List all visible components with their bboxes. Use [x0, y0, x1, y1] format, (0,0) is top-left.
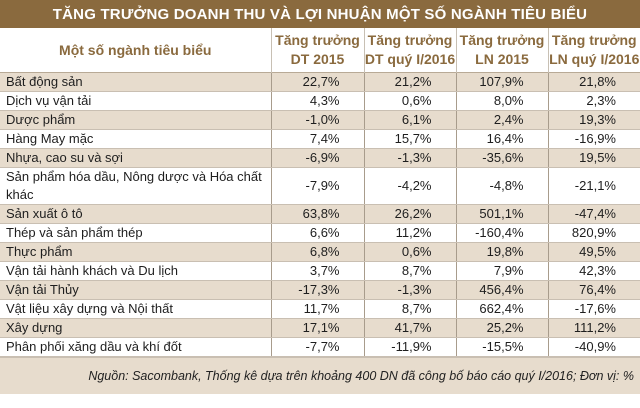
header-ln-2015: Tăng trưởng LN 2015 [455, 28, 548, 73]
header-dt-2015: Tăng trưởng DT 2015 [270, 28, 364, 73]
cell-dt-2015: -17,3% [270, 280, 364, 300]
cell-ln-q1-2016: -21,1% [547, 167, 640, 205]
cell-ln-2015: 25,2% [455, 318, 548, 338]
cell-dt-q1-2016: 21,2% [363, 72, 456, 92]
cell-dt-2015: 22,7% [270, 72, 364, 92]
table-row: Sản xuất ô tô 63,8% 26,2% 501,1% -47,4% [0, 204, 640, 224]
cell-dt-2015: 17,1% [270, 318, 364, 338]
cell-sector: Nhựa, cao su và sợi [0, 148, 271, 168]
cell-dt-2015: 6,8% [270, 242, 364, 262]
table-row: Sản phẩm hóa dầu, Nông dược và Hóa chất … [0, 167, 640, 205]
cell-sector: Sản xuất ô tô [0, 204, 271, 224]
table-row: Vận tải hành khách và Du lịch 3,7% 8,7% 7,9… [0, 261, 640, 281]
cell-sector: Phân phối xăng dầu và khí đốt [0, 337, 271, 357]
cell-dt-2015: -1,0% [270, 110, 364, 130]
cell-ln-q1-2016: 19,3% [547, 110, 640, 130]
cell-sector: Thép và sản phẩm thép [0, 223, 271, 243]
cell-dt-q1-2016: -1,3% [363, 280, 456, 300]
cell-ln-q1-2016: 111,2% [547, 318, 640, 338]
table-row: Dược phẩm -1,0% 6,1% 2,4% 19,3% [0, 110, 640, 130]
cell-ln-q1-2016: 76,4% [547, 280, 640, 300]
growth-table: Một số ngành tiêu biểu Tăng trưởng DT 201… [0, 28, 640, 357]
cell-ln-q1-2016: 820,9% [547, 223, 640, 243]
cell-ln-2015: 7,9% [455, 261, 548, 281]
cell-dt-2015: 7,4% [270, 129, 364, 149]
cell-dt-2015: 11,7% [270, 299, 364, 319]
cell-sector: Bất động sản [0, 72, 271, 92]
cell-sector: Thực phẩm [0, 242, 271, 262]
cell-dt-q1-2016: 0,6% [363, 91, 456, 111]
cell-sector: Sản phẩm hóa dầu, Nông dược và Hóa chất … [0, 167, 271, 205]
table-row: Dịch vụ vận tải 4,3% 0,6% 8,0% 2,3% [0, 91, 640, 111]
cell-ln-2015: -4,8% [455, 167, 548, 205]
cell-dt-q1-2016: 8,7% [363, 261, 456, 281]
cell-ln-q1-2016: -47,4% [547, 204, 640, 224]
cell-dt-q1-2016: 8,7% [363, 299, 456, 319]
cell-sector: Hàng May mặc [0, 129, 271, 149]
table-row: Vận tải Thủy -17,3% -1,3% 456,4% 76,4% [0, 280, 640, 300]
cell-dt-2015: -7,9% [270, 167, 364, 205]
cell-ln-2015: -15,5% [455, 337, 548, 357]
cell-dt-2015: 3,7% [270, 261, 364, 281]
cell-sector: Vật liệu xây dựng và Nội thất [0, 299, 271, 319]
cell-ln-q1-2016: 49,5% [547, 242, 640, 262]
cell-dt-2015: 6,6% [270, 223, 364, 243]
cell-ln-2015: 16,4% [455, 129, 548, 149]
source-note: Nguồn: Sacombank, Thống kê dựa trên khoả… [0, 357, 640, 394]
cell-dt-2015: 4,3% [270, 91, 364, 111]
cell-ln-q1-2016: 21,8% [547, 72, 640, 92]
cell-dt-q1-2016: 41,7% [363, 318, 456, 338]
cell-dt-q1-2016: -11,9% [363, 337, 456, 357]
cell-ln-q1-2016: 19,5% [547, 148, 640, 168]
table-row: Xây dựng 17,1% 41,7% 25,2% 111,2% [0, 318, 640, 338]
cell-sector: Xây dựng [0, 318, 271, 338]
cell-dt-2015: 63,8% [270, 204, 364, 224]
table-row: Thực phẩm 6,8% 0,6% 19,8% 49,5% [0, 242, 640, 262]
cell-ln-q1-2016: -40,9% [547, 337, 640, 357]
cell-dt-q1-2016: 6,1% [363, 110, 456, 130]
header-sector: Một số ngành tiêu biểu [0, 28, 271, 73]
cell-ln-2015: 107,9% [455, 72, 548, 92]
header-dt-q1-2016: Tăng trưởng DT quý I/2016 [363, 28, 456, 73]
cell-sector: Dược phẩm [0, 110, 271, 130]
header-row: Một số ngành tiêu biểu Tăng trưởng DT 201… [0, 28, 640, 73]
cell-ln-2015: 456,4% [455, 280, 548, 300]
cell-ln-q1-2016: 2,3% [547, 91, 640, 111]
cell-dt-q1-2016: -4,2% [363, 167, 456, 205]
table-row: Bất động sản 22,7% 21,2% 107,9% 21,8% [0, 72, 640, 92]
cell-dt-2015: -6,9% [270, 148, 364, 168]
table-row: Phân phối xăng dầu và khí đốt -7,7% -11,9%… [0, 337, 640, 357]
cell-ln-2015: 662,4% [455, 299, 548, 319]
table-row: Hàng May mặc 7,4% 15,7% 16,4% -16,9% [0, 129, 640, 149]
cell-ln-2015: -160,4% [455, 223, 548, 243]
cell-sector: Vận tải hành khách và Du lịch [0, 261, 271, 281]
table-title: TĂNG TRƯỞNG DOANH THU VÀ LỢI NHUẬN MỘT S… [0, 0, 640, 28]
cell-ln-2015: 2,4% [455, 110, 548, 130]
cell-ln-2015: 19,8% [455, 242, 548, 262]
cell-sector: Vận tải Thủy [0, 280, 271, 300]
cell-dt-2015: -7,7% [270, 337, 364, 357]
cell-dt-q1-2016: 0,6% [363, 242, 456, 262]
cell-ln-q1-2016: -17,6% [547, 299, 640, 319]
cell-ln-2015: -35,6% [455, 148, 548, 168]
cell-dt-q1-2016: 11,2% [363, 223, 456, 243]
table-row: Thép và sản phẩm thép 6,6% 11,2% -160,4% 820… [0, 223, 640, 243]
cell-ln-2015: 501,1% [455, 204, 548, 224]
cell-ln-q1-2016: -16,9% [547, 129, 640, 149]
table-row: Nhựa, cao su và sợi -6,9% -1,3% -35,6% 19,5% [0, 148, 640, 168]
cell-dt-q1-2016: 15,7% [363, 129, 456, 149]
cell-dt-q1-2016: 26,2% [363, 204, 456, 224]
cell-ln-2015: 8,0% [455, 91, 548, 111]
cell-ln-q1-2016: 42,3% [547, 261, 640, 281]
table-row: Vật liệu xây dựng và Nội thất 11,7% 8,7% 66… [0, 299, 640, 319]
cell-dt-q1-2016: -1,3% [363, 148, 456, 168]
header-ln-q1-2016: Tăng trưởng LN quý I/2016 [547, 28, 640, 73]
cell-sector: Dịch vụ vận tải [0, 91, 271, 111]
